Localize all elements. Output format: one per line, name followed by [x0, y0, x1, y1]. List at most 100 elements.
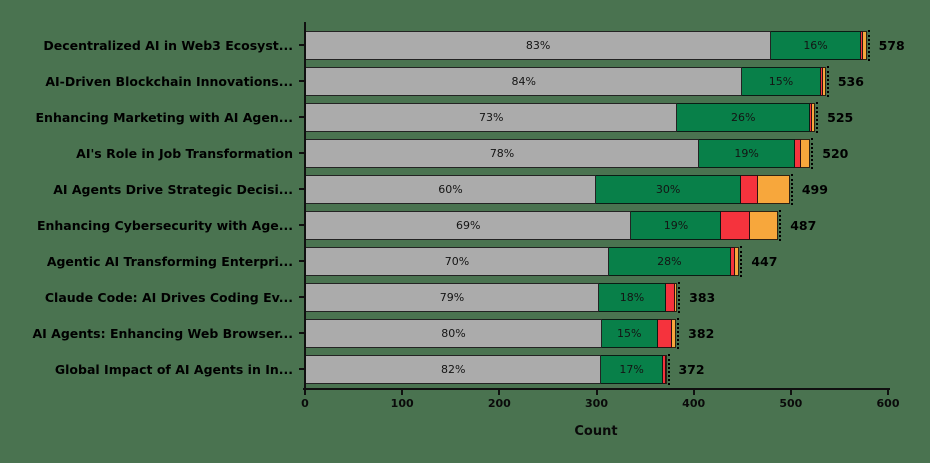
bar-segment-orange [863, 30, 867, 60]
bar-total-label: 520 [822, 145, 849, 161]
category-label: AI Agents Drive Strategic Decisi... [53, 181, 293, 197]
bar-row: Enhancing Marketing with AI Agen... 73% 26… [0, 99, 930, 135]
bar-segment-gray: 73% [305, 102, 678, 132]
x-axis-title: Count [574, 424, 618, 439]
x-tick [595, 390, 598, 395]
bar-total-label: 382 [688, 325, 715, 341]
bar-row: Decentralized AI in Web3 Ecosyst... 83% 16… [0, 27, 930, 63]
y-tick [299, 332, 304, 334]
x-tick [887, 390, 889, 395]
bar-total-label: 578 [878, 37, 905, 53]
bar-total-label: 525 [827, 109, 854, 125]
stacked-bar: 79% 18% [305, 281, 681, 313]
stacked-bar: 82% 17% [305, 353, 670, 385]
bar-segment-green: 15% [742, 66, 821, 96]
bar-segment-red [662, 354, 666, 384]
segment-percent-label: 19% [663, 218, 689, 232]
segment-percent-label: 82% [440, 362, 466, 376]
segment-percent-label: 15% [617, 326, 642, 340]
x-tick [498, 390, 501, 395]
bar-end-marker [779, 209, 782, 241]
category-label: Global Impact of AI Agents in In... [54, 361, 293, 377]
category-label: Decentralized AI in Web3 Ecosyst... [43, 37, 293, 53]
bar-end-marker [867, 29, 870, 61]
bar-segment-orange [823, 66, 826, 96]
bar-segment-red [810, 102, 813, 132]
bar-segment-green: 30% [595, 174, 742, 204]
x-tick [789, 390, 792, 395]
segment-percent-label: 83% [525, 38, 551, 52]
bar-segment-gray: 84% [305, 66, 743, 96]
category-label: AI's Role in Job Transformation [76, 145, 293, 161]
segment-percent-label: 28% [657, 254, 682, 268]
y-axis-spine [304, 22, 306, 388]
bar-row: Claude Code: AI Drives Coding Ev... 79% 18… [0, 279, 930, 315]
stacked-bar: 73% 26% [305, 101, 819, 133]
stacked-bar: 69% 19% [305, 209, 782, 241]
bar-total-label: 383 [689, 289, 716, 305]
bar-segment-green: 17% [601, 354, 663, 384]
x-tick-label: 500 [779, 397, 803, 410]
bar-row: AI's Role in Job Transformation 78% 19% 520 [0, 135, 930, 171]
bar-segment-green: 19% [631, 210, 722, 240]
category-label: Enhancing Marketing with AI Agen... [35, 109, 294, 125]
bar-end-marker [816, 101, 819, 133]
bar-segment-green: 26% [677, 102, 811, 132]
bar-segment-red [820, 66, 824, 96]
x-tick-label: 100 [390, 397, 414, 410]
bar-segment-green: 16% [771, 30, 861, 60]
x-tick-label: 600 [876, 397, 900, 410]
bar-segment-gray: 60% [305, 174, 596, 204]
segment-percent-label: 17% [619, 362, 644, 376]
segment-percent-label: 78% [489, 146, 515, 160]
bar-segment-gray: 69% [305, 210, 632, 240]
bar-segment-green: 18% [598, 282, 666, 312]
segment-percent-label: 18% [619, 290, 645, 304]
x-tick-label: 400 [682, 397, 706, 410]
bar-segment-orange [734, 246, 740, 276]
stacked-bar: 83% 16% [305, 29, 870, 61]
bar-end-marker [811, 137, 814, 169]
stacked-bar: 84% 15% [305, 65, 829, 97]
bar-segment-gray: 82% [305, 354, 602, 384]
bar-segment-orange [675, 282, 678, 312]
bar-row: AI Agents: Enhancing Web Browser... 80% 15… [0, 315, 930, 351]
bar-total-label: 372 [678, 361, 705, 377]
stacked-bar: 78% 19% [305, 137, 814, 169]
bar-segment-red [741, 174, 759, 204]
segment-percent-label: 26% [730, 110, 756, 124]
segment-percent-label: 16% [803, 38, 828, 52]
bar-row: AI Agents Drive Strategic Decisi... 60% 30… [0, 171, 930, 207]
y-tick [299, 368, 304, 370]
bar-segment-orange [801, 138, 811, 168]
x-tick-label: 200 [487, 397, 511, 410]
x-tick [401, 390, 404, 395]
bar-segment-gray: 83% [305, 30, 772, 60]
y-tick [299, 224, 304, 226]
bar-end-marker [790, 173, 793, 205]
y-tick [299, 44, 304, 46]
bar-segment-red [665, 282, 676, 312]
bar-segment-orange [812, 102, 816, 132]
bar-segment-green: 15% [601, 318, 658, 348]
x-tick-label: 0 [301, 397, 309, 410]
segment-percent-label: 84% [511, 74, 536, 88]
bar-segment-red [860, 30, 864, 60]
bar-segment-red [657, 318, 673, 348]
y-tick [299, 188, 304, 190]
bar-segment-green: 19% [699, 138, 796, 168]
bar-segment-red [730, 246, 735, 276]
segment-percent-label: 60% [438, 182, 463, 196]
category-label: Claude Code: AI Drives Coding Ev... [44, 289, 293, 305]
bar-segment-orange [672, 318, 677, 348]
segment-percent-label: 69% [456, 218, 481, 232]
bar-row: Enhancing Cybersecurity with Age... 69% 19… [0, 207, 930, 243]
y-tick [299, 80, 304, 82]
bar-segment-gray: 78% [305, 138, 700, 168]
category-label: Agentic AI Transforming Enterpri... [46, 253, 293, 269]
y-tick [299, 116, 304, 118]
segment-percent-label: 70% [444, 254, 470, 268]
stacked-bar: 80% 15% [305, 317, 680, 349]
bar-segment-orange [758, 174, 790, 204]
